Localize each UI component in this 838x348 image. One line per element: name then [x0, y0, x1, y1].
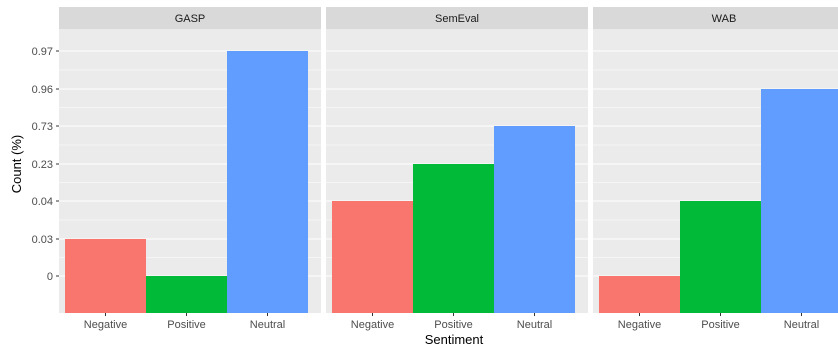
bar-semeval-neutral [494, 126, 575, 313]
x-tick-label: Neutral [517, 319, 552, 331]
x-tick-label: Negative [84, 319, 127, 331]
y-tick-label: 0.03 [32, 234, 53, 246]
bar-wab-negative [599, 276, 680, 313]
bar-semeval-positive [413, 164, 494, 313]
x-tick-label: Negative [351, 319, 394, 331]
bar-gasp-positive [146, 276, 227, 313]
y-tick-label: 0.23 [32, 159, 53, 171]
y-tick-label: 0.04 [32, 196, 53, 208]
y-tick-label: 0 [47, 271, 53, 283]
bar-gasp-negative [65, 239, 146, 313]
facet-strip-semeval [326, 7, 588, 29]
x-axis-title: Sentiment [425, 332, 484, 347]
bar-wab-positive [680, 201, 761, 313]
facet-label-gasp: GASP [175, 13, 206, 25]
facet-label-wab: WAB [712, 13, 737, 25]
facet-strip-wab [593, 7, 838, 29]
x-tick-label: Positive [701, 319, 740, 331]
x-tick-label: Neutral [784, 319, 819, 331]
bar-gasp-neutral [227, 51, 308, 313]
x-tick-label: Positive [167, 319, 206, 331]
bar-wab-neutral [761, 89, 838, 313]
facet-strip-gasp [59, 7, 321, 29]
x-tick-label: Neutral [250, 319, 285, 331]
y-tick-label: 0.97 [32, 46, 53, 58]
bar-semeval-negative [332, 201, 413, 313]
x-tick-label: Positive [434, 319, 473, 331]
x-tick-label: Negative [618, 319, 661, 331]
y-tick-label: 0.96 [32, 84, 53, 96]
y-tick-label: 0.73 [32, 121, 53, 133]
facet-label-semeval: SemEval [435, 13, 479, 25]
y-axis-title: Count (%) [9, 135, 24, 194]
